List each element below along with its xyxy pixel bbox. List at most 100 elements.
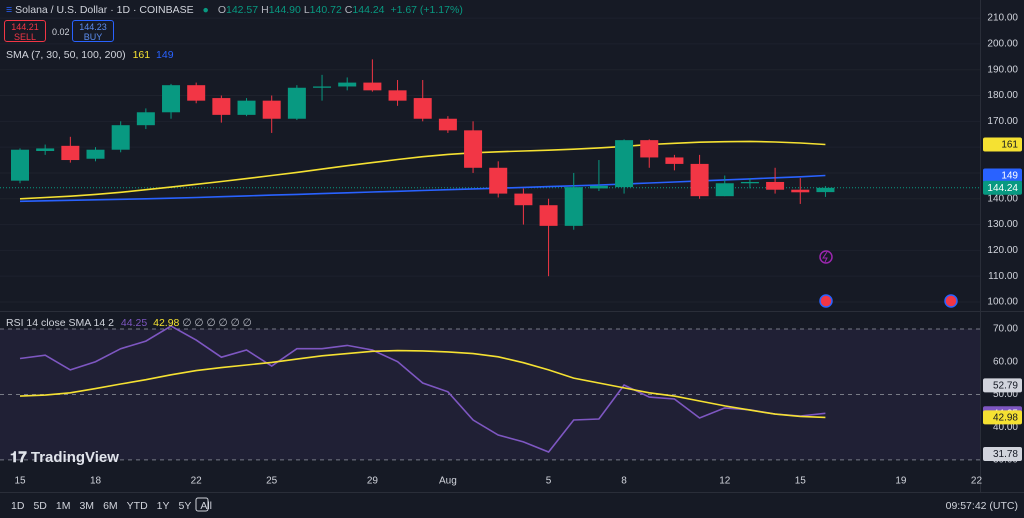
price-badge [983,378,1022,393]
candle-body [338,82,357,87]
candle-body [615,140,634,188]
y-tick-label: 60.00 [993,356,1018,367]
price-badge [983,168,1022,183]
x-tick-label: 19 [895,476,907,487]
timeframe-button[interactable]: 6M [103,500,118,512]
timeframe-button[interactable]: 3M [79,500,95,512]
price-badge-label: 149 [1001,171,1018,182]
symbol-header: ≡ Solana / U.S. Dollar · 1D · COINBASE ●… [6,4,463,16]
candle-body [162,85,181,113]
candle-body [262,100,281,119]
x-tick-label: 12 [719,476,731,487]
timeframe-button[interactable]: 1Y [156,500,170,512]
buy-price: 144.23 [79,22,107,32]
sma-value: 149 [156,49,174,61]
x-tick-label: 8 [621,476,627,487]
y-tick-label: 210.00 [987,13,1018,24]
candle-body [564,187,583,226]
y-tick-label: 140.00 [987,193,1018,204]
candle-body [589,185,608,189]
candle-body [388,90,407,101]
x-tick-label: 5 [546,476,552,487]
y-tick-label: 200.00 [987,39,1018,50]
candle-body [237,100,256,115]
rsi-sma-value: 42.98 [153,317,180,329]
candle-body [640,140,659,158]
rsi-legend[interactable]: RSI 14 close SMA 14 2 44.25 42.98 ∅ ∅ ∅ … [6,317,252,329]
axes: 15 18 22 25 29 Aug 5 8 12 15 19 22 100.00 110.00 120.0… [14,13,1022,487]
candle-body [136,112,155,126]
x-tick-label: 15 [14,476,26,487]
sell-button[interactable]: 144.21 SELL [4,20,46,42]
sma-line [19,140,826,200]
ohlc-value: 142.57 [225,4,259,16]
price-badge [983,447,1022,462]
symbol-title[interactable]: Solana / U.S. Dollar · 1D · COINBASE [15,4,194,16]
price-badge [983,137,1022,152]
candle-body [413,98,432,119]
candle-body [86,149,105,159]
y-tick-label: 190.00 [987,64,1018,75]
ohlc-key: L [303,4,310,16]
buy-button[interactable]: 144.23 BUY [72,20,114,42]
candle-body [514,193,533,206]
y-tick-label: 110.00 [988,271,1018,282]
y-tick-label: 170.00 [987,116,1018,127]
candle-body [36,148,55,151]
status-dot: ● [202,4,209,16]
price-badge [983,180,1022,195]
logo-text: TradingView [30,449,119,466]
timeframe-button[interactable]: 1M [55,500,71,512]
price-badge-label: 31.78 [993,449,1018,460]
candle-body [715,183,734,197]
ohlc-key: C [344,4,353,16]
x-tick-label: 25 [266,476,278,487]
y-tick-label: 130.00 [987,219,1018,230]
ohlc-value: 140.72 [309,4,342,16]
y-tick-label: 120.00 [987,245,1018,256]
candle-body [464,130,483,168]
candle-body [61,145,80,161]
x-tick-label: 29 [367,476,379,487]
sma-legend[interactable]: SMA (7, 30, 50, 100, 200) 161 149 [6,49,174,61]
timeframe-button[interactable]: All [200,500,213,512]
x-tick-label: 22 [971,476,983,487]
candle-body [363,82,382,91]
sell-label: SELL [13,32,37,42]
price-badge [983,410,1022,425]
candle-body [740,181,759,184]
candle-body [11,149,29,181]
ohlc-key: H [261,4,269,16]
date-range-icon[interactable] [195,497,209,512]
candle-body [489,167,508,194]
candle-body [791,189,810,193]
flag-icon[interactable] [944,294,958,308]
y-tick-label: 50.00 [993,389,1018,400]
ohlc-legend: O142.57 H144.90 L140.72 C144.24 [218,4,388,16]
rsi-label: RSI 14 close SMA 14 2 [6,317,114,329]
candle-body [766,181,785,190]
rsi-value: 44.25 [120,317,148,329]
timeframe-button[interactable]: 5Y [178,500,192,512]
candle-body [212,98,231,115]
sma-value: 161 [132,49,151,61]
logo[interactable]: 𝟏𝟕 TradingView [10,449,119,466]
lightning-icon [822,251,828,263]
timeframe-button[interactable]: YTD [126,500,148,512]
logo-mark: 𝟏𝟕 [10,449,27,466]
event-icon[interactable] [819,250,833,264]
x-tick-label: Aug [439,476,457,487]
sell-price: 144.21 [11,22,39,32]
candle-body [665,157,684,164]
flag-icon[interactable] [819,294,833,308]
y-tick-label: 70.00 [993,324,1018,335]
price-badge-label: 52.79 [993,380,1018,391]
candle-body [287,87,306,119]
x-tick-label: 15 [795,476,807,487]
timeframe-button[interactable]: 5D [33,500,47,512]
timeframe-button[interactable]: 1D [11,500,25,512]
buy-label: BUY [83,32,103,42]
price-badge-label: 42.98 [993,413,1018,424]
price-badge-label: 161 [1001,140,1018,151]
